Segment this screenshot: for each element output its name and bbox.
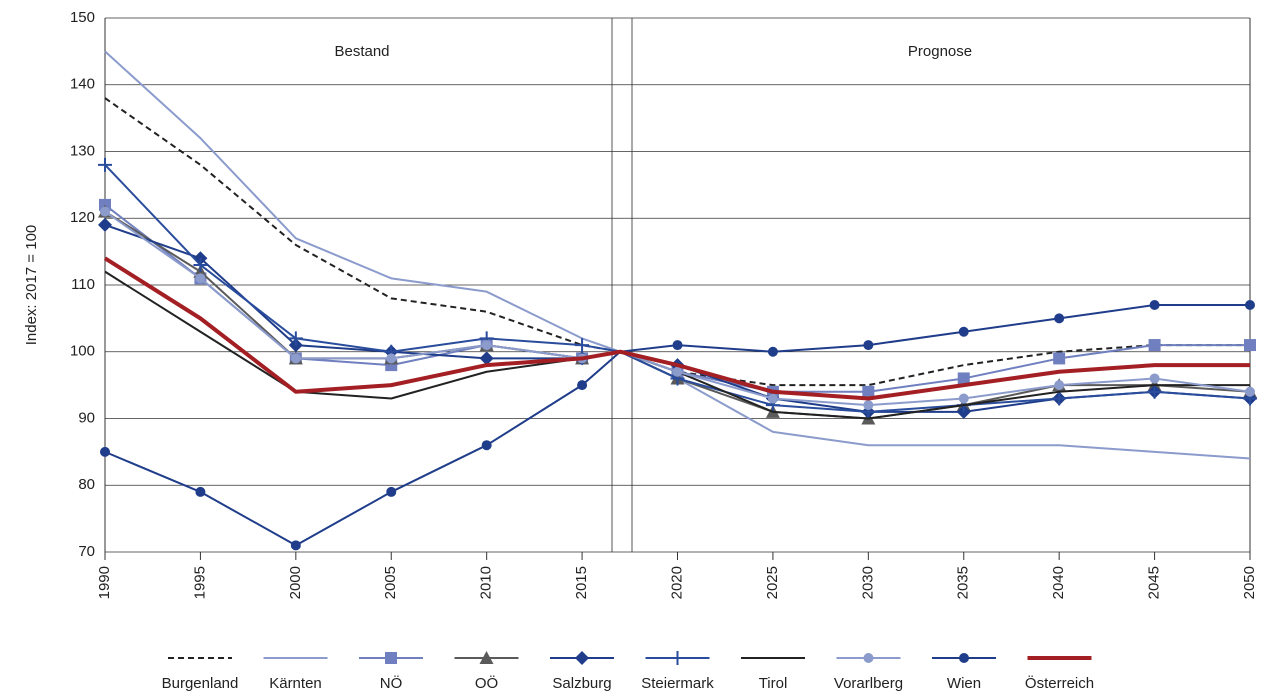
marker <box>957 372 970 385</box>
x-tick-label: 1995 <box>191 566 208 599</box>
legend-label: Kärnten <box>269 675 322 692</box>
legend-label: Steiermark <box>641 675 714 692</box>
y-tick-label: 110 <box>71 276 95 293</box>
x-tick-label: 2030 <box>859 566 876 599</box>
y-tick-label: 130 <box>70 142 95 159</box>
marker <box>670 651 685 665</box>
marker <box>863 653 874 663</box>
marker <box>290 540 301 551</box>
marker <box>386 353 397 364</box>
legend-item: NÖ <box>359 652 423 692</box>
legend-label: OÖ <box>475 674 498 692</box>
marker <box>958 326 969 337</box>
legend-item: Wien <box>932 653 996 692</box>
marker <box>862 385 875 398</box>
marker <box>98 157 112 172</box>
marker <box>100 206 110 217</box>
x-tick-label: 2050 <box>1241 566 1258 599</box>
marker <box>195 486 206 497</box>
marker <box>1149 373 1160 384</box>
marker <box>575 651 589 665</box>
marker <box>98 217 112 232</box>
x-tick-label: 2000 <box>287 566 304 599</box>
legend-item: Burgenland <box>162 657 239 692</box>
y-tick-label: 150 <box>70 9 95 26</box>
marker <box>1053 352 1066 365</box>
legend-item: Steiermark <box>641 651 714 692</box>
legend-label: NÖ <box>380 674 403 692</box>
legend-label: Tirol <box>759 675 788 692</box>
marker <box>290 353 301 364</box>
marker <box>863 400 874 411</box>
marker <box>386 486 397 497</box>
legend-item: Tirol <box>741 657 805 692</box>
x-tick-label: 2045 <box>1146 566 1163 599</box>
legend-item: Salzburg <box>550 651 614 692</box>
legend-label: Salzburg <box>552 675 611 692</box>
marker <box>863 340 874 351</box>
marker <box>479 651 494 664</box>
x-tick-label: 2020 <box>668 566 685 599</box>
x-tick-label: 2015 <box>573 566 590 599</box>
y-tick-label: 100 <box>70 343 95 360</box>
series-line <box>103 256 1250 401</box>
marker <box>193 257 208 272</box>
marker <box>1147 384 1162 399</box>
x-tick-label: 2010 <box>478 566 495 599</box>
x-tick-label: 2005 <box>382 566 399 599</box>
legend-label: Wien <box>947 675 981 692</box>
marker <box>1054 380 1065 391</box>
marker <box>288 331 303 346</box>
series-line <box>104 210 1251 407</box>
y-tick-label: 90 <box>78 409 95 426</box>
marker <box>479 351 494 366</box>
marker <box>672 366 683 377</box>
marker <box>1245 300 1255 311</box>
marker <box>1244 339 1256 352</box>
legend-item: OÖ <box>454 651 519 692</box>
marker <box>1245 386 1255 397</box>
annotation: Bestand <box>334 43 389 60</box>
legend-item: Vorarlberg <box>834 653 903 692</box>
marker <box>577 380 588 391</box>
y-tick-label: 70 <box>78 543 95 560</box>
marker <box>1054 313 1065 324</box>
marker <box>1052 391 1067 406</box>
y-tick-label: 120 <box>70 209 95 226</box>
y-tick-label: 80 <box>78 476 95 493</box>
legend-label: Vorarlberg <box>834 675 903 692</box>
y-axis-label: Index: 2017 = 100 <box>23 225 40 346</box>
marker <box>100 446 110 457</box>
marker <box>575 338 590 353</box>
legend-item: Kärnten <box>263 657 328 692</box>
marker <box>481 340 492 351</box>
marker <box>481 440 492 451</box>
marker <box>1148 339 1161 352</box>
legend-item: Österreich <box>1025 656 1094 692</box>
marker <box>195 273 206 284</box>
marker <box>1149 300 1160 311</box>
marker <box>959 653 969 663</box>
annotation: Prognose <box>908 43 972 60</box>
x-tick-label: 2025 <box>764 566 781 599</box>
x-tick-label: 2040 <box>1050 566 1067 599</box>
x-tick-label: 1990 <box>96 566 113 599</box>
legend-label: Burgenland <box>162 675 239 692</box>
marker <box>958 393 969 404</box>
x-tick-label: 2035 <box>955 566 972 599</box>
legend-label: Österreich <box>1025 674 1094 692</box>
marker <box>767 346 778 357</box>
y-tick-label: 140 <box>70 76 95 93</box>
marker <box>385 652 397 664</box>
series-line <box>104 164 1251 413</box>
marker <box>672 340 683 351</box>
marker <box>767 393 778 404</box>
series-line <box>104 304 1250 547</box>
